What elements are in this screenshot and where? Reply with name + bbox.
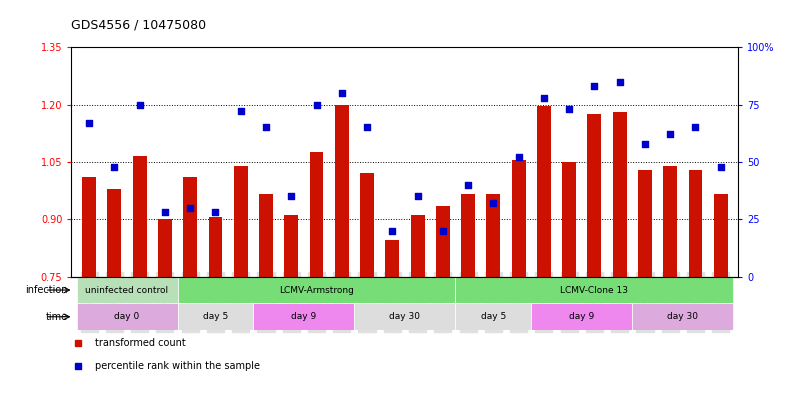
Bar — [588, 114, 601, 277]
Bar — [253, 303, 354, 330]
Point — [159, 209, 172, 215]
Point — [613, 79, 626, 85]
Bar — [107, 189, 121, 277]
Point — [411, 193, 424, 200]
Bar — [613, 112, 626, 277]
Bar — [410, 215, 425, 277]
Text: day 30: day 30 — [389, 312, 421, 321]
Text: LCMV-Clone 13: LCMV-Clone 13 — [561, 286, 628, 294]
Point — [689, 124, 702, 130]
Point — [260, 124, 272, 130]
Bar — [83, 177, 96, 277]
Bar — [511, 160, 526, 277]
Bar — [456, 277, 734, 303]
Bar — [663, 166, 677, 277]
Bar — [76, 277, 178, 303]
Bar — [562, 162, 576, 277]
Text: day 30: day 30 — [667, 312, 699, 321]
Bar — [714, 195, 727, 277]
Text: percentile rank within the sample: percentile rank within the sample — [94, 361, 260, 371]
Bar — [133, 156, 147, 277]
Text: day 9: day 9 — [291, 312, 317, 321]
Point — [310, 101, 323, 108]
Text: day 5: day 5 — [480, 312, 506, 321]
Point — [538, 94, 550, 101]
Bar — [385, 241, 399, 277]
Bar — [436, 206, 449, 277]
Text: transformed count: transformed count — [94, 338, 186, 348]
Point — [638, 140, 651, 147]
Point — [437, 228, 449, 234]
Text: infection: infection — [25, 285, 67, 295]
Text: uninfected control: uninfected control — [86, 286, 168, 294]
Point — [588, 83, 601, 89]
Bar — [632, 303, 734, 330]
Point — [285, 193, 298, 200]
Point — [563, 106, 576, 112]
Text: LCMV-Armstrong: LCMV-Armstrong — [279, 286, 354, 294]
Point — [83, 120, 95, 126]
Point — [462, 182, 475, 188]
Point — [487, 200, 499, 206]
Bar — [284, 215, 299, 277]
Bar — [259, 195, 273, 277]
Text: day 5: day 5 — [202, 312, 228, 321]
Point — [664, 131, 676, 138]
Point — [360, 124, 373, 130]
Bar — [76, 303, 178, 330]
Bar — [233, 166, 248, 277]
Text: time: time — [45, 312, 67, 322]
Point — [386, 228, 399, 234]
Point — [133, 101, 146, 108]
Bar — [461, 195, 475, 277]
Bar — [487, 195, 500, 277]
Text: day 0: day 0 — [114, 312, 140, 321]
Bar — [178, 277, 456, 303]
Bar — [688, 169, 703, 277]
Bar — [183, 177, 197, 277]
Text: GDS4556 / 10475080: GDS4556 / 10475080 — [71, 18, 206, 31]
Point — [108, 163, 121, 170]
Bar — [638, 169, 652, 277]
Point — [512, 154, 525, 160]
Bar — [310, 152, 323, 277]
Bar — [456, 303, 531, 330]
Text: day 9: day 9 — [569, 312, 595, 321]
Bar — [354, 303, 456, 330]
Point — [209, 209, 222, 215]
Bar — [360, 173, 374, 277]
Point — [234, 108, 247, 115]
Bar — [537, 107, 551, 277]
Point — [335, 90, 348, 96]
Bar — [531, 303, 632, 330]
Bar — [178, 303, 253, 330]
Bar — [335, 105, 349, 277]
Bar — [209, 217, 222, 277]
Point — [715, 163, 727, 170]
Bar — [158, 219, 172, 277]
Point — [184, 205, 197, 211]
